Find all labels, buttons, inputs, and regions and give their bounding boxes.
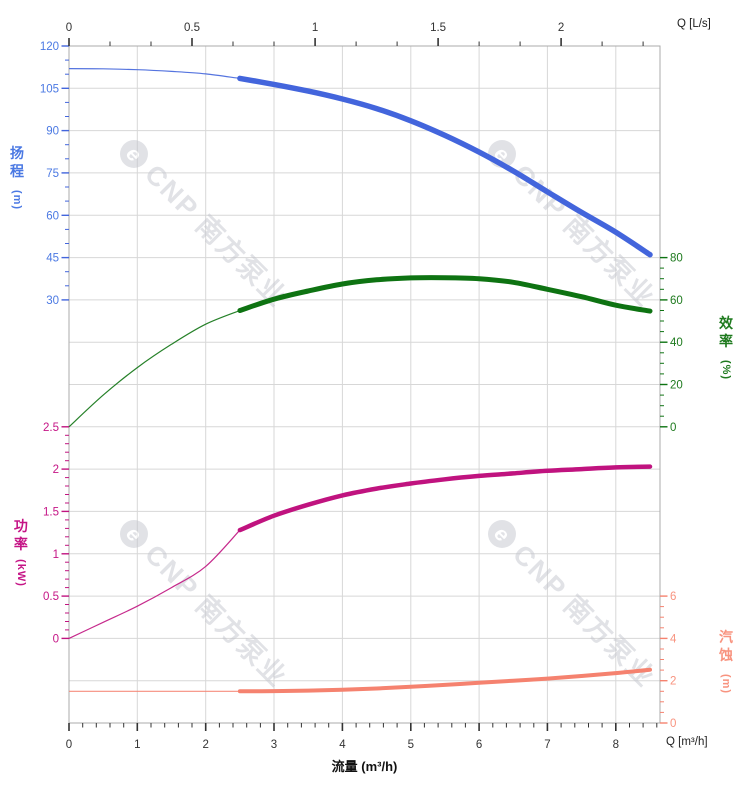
cnp-logo-icon (120, 520, 148, 548)
bottom-tick-label: 7 (544, 739, 550, 751)
head-tick-label: 60 (46, 210, 59, 222)
bottom-axis: 0 1 2 3 4 5 6 7 8 (66, 723, 658, 751)
bottom-tick-label: 1 (134, 739, 140, 751)
power-tick-label: 1 (53, 549, 59, 561)
bottom-tick-label: 8 (613, 739, 619, 751)
bottom-tick-label: 3 (271, 739, 277, 751)
axis-title-head: 扬程 (m) (7, 144, 27, 210)
cnp-watermark-text: CNP 南方泵业 (139, 158, 294, 313)
efficiency-tick-label: 0 (670, 422, 676, 434)
axis-title-efficiency: 效率 (%) (716, 314, 736, 380)
top-axis-unit-label: Q [L/s] (677, 18, 711, 30)
npsh-axis: 6 4 2 0 (660, 591, 677, 730)
power-tick-label: 2 (53, 464, 59, 476)
cnp-logo-icon (120, 140, 148, 168)
npsh-axis-unit-text: (m) (720, 674, 733, 695)
bottom-tick-label: 0 (66, 739, 72, 751)
head-axis-unit-text: (m) (11, 190, 24, 211)
head-tick-label: 75 (46, 168, 59, 180)
efficiency-axis-title-text: 效率 (719, 315, 734, 350)
efficiency-curve-thin (68, 309, 241, 428)
head-curve-thin (68, 68, 240, 79)
top-tick-label: 0 (66, 22, 72, 34)
efficiency-curve (237, 275, 653, 314)
head-axis: 120 105 90 75 60 45 30 (40, 41, 69, 307)
head-tick-label: 30 (46, 295, 59, 307)
bottom-axis-unit-label: Q [m³/h] (666, 736, 708, 748)
axis-title-power: 功率 (kW) (7, 517, 35, 587)
bottom-tick-label: 6 (476, 739, 482, 751)
power-tick-label: 1.5 (43, 506, 59, 518)
efficiency-tick-label: 60 (670, 295, 683, 307)
power-curve (237, 464, 653, 533)
npsh-tick-label: 0 (670, 718, 676, 730)
x-axis-title: 流量 (m³/h) (331, 759, 398, 774)
bottom-tick-label: 5 (408, 739, 414, 751)
top-tick-label: 1.5 (430, 22, 446, 34)
power-tick-label: 2.5 (43, 422, 59, 434)
power-curve-thin (68, 529, 241, 639)
npsh-tick-label: 6 (670, 591, 676, 603)
top-tick-label: 0.5 (184, 22, 200, 34)
top-axis: 0 0.5 1 1.5 2 (66, 22, 644, 46)
power-tick-label: 0.5 (43, 591, 59, 603)
power-axis: 2.5 2 1.5 1 0.5 0 (43, 422, 69, 645)
npsh-tick-label: 4 (670, 633, 677, 645)
efficiency-tick-label: 20 (670, 380, 683, 392)
npsh-tick-label: 2 (670, 676, 676, 688)
head-tick-label: 120 (40, 41, 59, 53)
npsh-curve (237, 667, 652, 694)
cnp-watermark-text: CNP 南方泵业 (139, 538, 294, 693)
efficiency-tick-label: 80 (670, 253, 683, 265)
efficiency-tick-label: 40 (670, 337, 683, 349)
efficiency-axis: 80 60 40 20 0 (660, 253, 683, 434)
head-curve (237, 75, 653, 258)
efficiency-axis-unit-text: (%) (720, 360, 733, 381)
gridlines (69, 46, 660, 723)
bottom-tick-label: 2 (202, 739, 208, 751)
npsh-axis-title-text: 汽蚀 (719, 629, 734, 664)
bottom-tick-label: 4 (339, 739, 346, 751)
power-axis-title-text: 功率 (13, 518, 28, 553)
top-tick-label: 2 (558, 22, 564, 34)
head-tick-label: 105 (40, 83, 59, 95)
head-axis-title-text: 扬程 (10, 145, 25, 180)
head-tick-label: 90 (46, 126, 59, 138)
power-tick-label: 0 (53, 633, 59, 645)
axis-title-npsh: 汽蚀 (m) (716, 628, 736, 694)
top-tick-label: 1 (312, 22, 318, 34)
power-axis-unit-text: (kW) (14, 559, 27, 588)
head-tick-label: 45 (46, 253, 59, 265)
cnp-logo-icon (488, 520, 516, 548)
